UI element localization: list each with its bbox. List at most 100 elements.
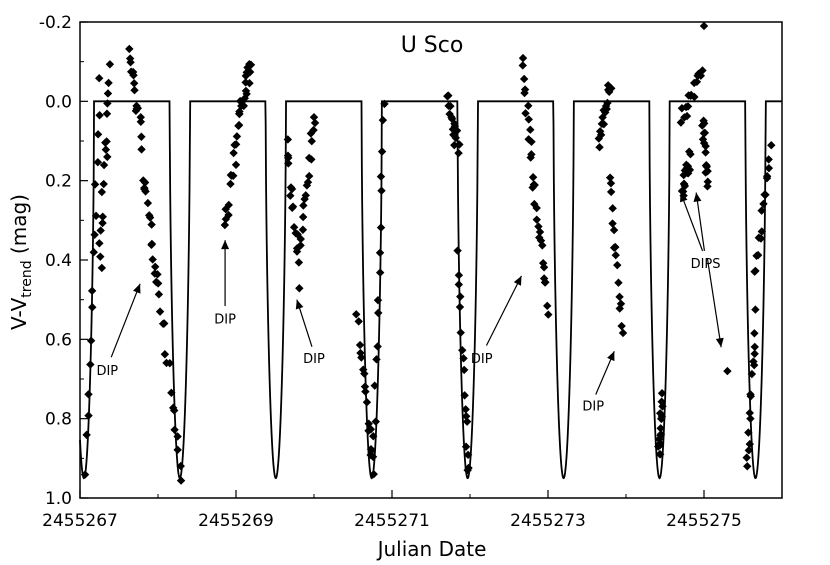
data-point [535,227,545,237]
x-tick-label: 2455273 [510,511,586,531]
data-point [685,147,694,156]
data-point [683,162,693,171]
data-point [98,212,107,221]
data-points [80,21,776,485]
y-tick-label: 0.0 [45,92,72,112]
data-point [543,301,552,311]
annotation-label: DIP [303,352,325,367]
data-point [451,133,460,143]
data-point [289,223,299,232]
data-point [700,128,710,138]
data-point [608,204,617,213]
model-line-layer [79,100,782,480]
data-point [751,266,760,276]
data-point [288,202,298,211]
data-point [245,67,255,77]
data-point [541,278,550,287]
data-point [608,219,617,228]
data-point [283,135,293,144]
data-point [657,412,667,421]
data-point [761,190,770,199]
data-point [367,446,376,455]
data-point [90,180,100,189]
data-point [299,201,308,210]
data-point [137,145,146,154]
data-point [744,446,754,455]
data-point [136,117,146,126]
data-point [611,250,620,260]
data-point [95,74,104,83]
data-point [528,173,538,182]
data-point [295,284,304,293]
data-point [599,119,609,129]
data-point [292,247,302,256]
data-point [462,412,471,421]
data-point [372,355,381,364]
data-point [88,303,97,312]
data-point [376,172,386,181]
data-point [160,319,169,328]
data-point [153,279,163,288]
data-point [685,165,695,175]
data-point [529,180,539,189]
data-point [603,81,613,90]
model-curve [79,100,782,480]
data-point [284,159,293,168]
data-point [284,153,293,163]
data-point [679,191,688,200]
data-point [296,234,305,244]
data-point [700,119,709,128]
data-point [526,125,535,134]
data-point [93,130,103,139]
data-point [698,66,707,75]
data-point [596,130,606,140]
data-point [690,92,699,102]
data-point [137,132,146,141]
annotation-arrowhead [680,192,688,203]
data-point [97,187,107,197]
data-point [601,108,610,117]
data-point [676,118,686,127]
data-point [607,84,616,93]
data-point [756,234,766,243]
data-point [692,77,702,87]
annotation-arrowhead [513,275,522,286]
annotation-arrow [680,192,704,252]
y-tick-label: 0.2 [45,172,72,192]
data-point [176,461,185,471]
y-axis-label-sub: trend [19,260,35,297]
data-point [656,450,665,459]
annotation-arrowhead [295,299,304,310]
data-point [454,270,464,280]
data-point [606,179,616,188]
data-point [524,135,533,144]
data-point [371,417,380,426]
data-point [544,310,553,319]
data-point [155,307,165,316]
annotation-arrow [706,258,722,348]
data-point [461,442,471,451]
data-point [598,113,607,122]
data-point [759,199,768,209]
data-point [618,328,628,338]
y-tick-label: 1.0 [45,489,72,509]
data-point [595,143,604,152]
data-point [751,305,760,314]
data-point [539,263,549,272]
data-point [102,109,112,118]
data-point [97,263,107,273]
data-point [95,111,104,120]
annotation-arrow [110,283,141,358]
data-point [746,390,755,399]
data-point [93,157,103,167]
data-point [133,104,143,113]
data-point [682,111,692,121]
data-point [615,292,624,302]
chart-title: U Sco [401,33,464,58]
data-point [377,186,386,195]
data-point [750,329,759,338]
data-point [303,178,313,187]
data-point [535,233,544,242]
data-point [376,223,386,232]
